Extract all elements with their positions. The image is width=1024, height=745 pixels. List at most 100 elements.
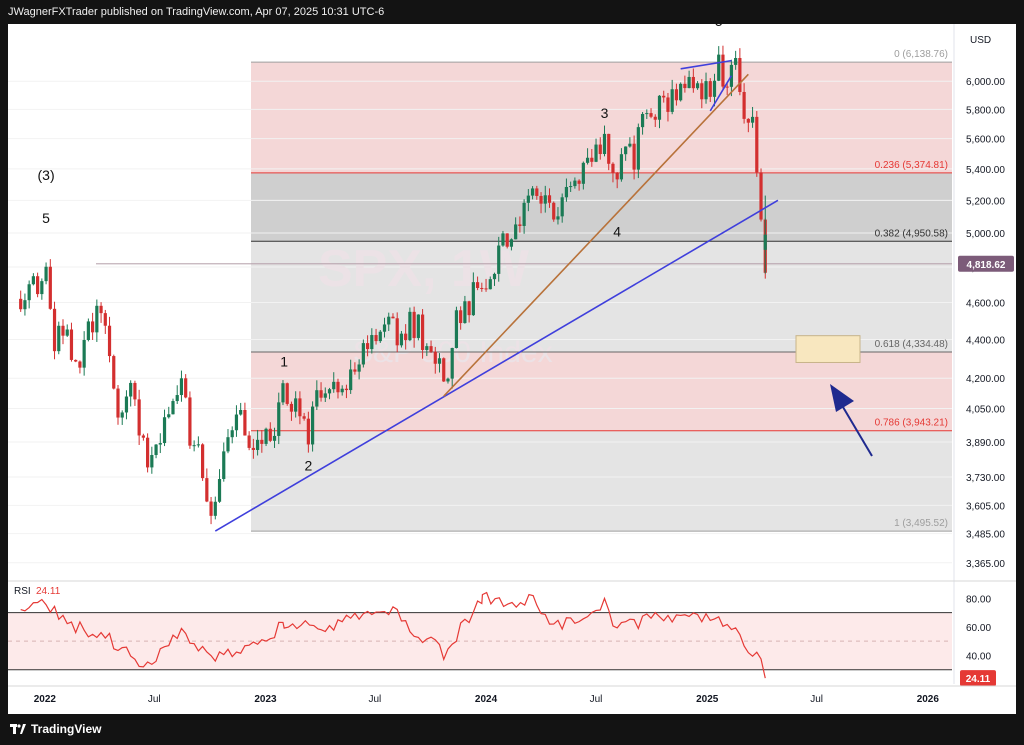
candle (285, 382, 289, 406)
rsi-tick-1: 60.00 (966, 623, 991, 634)
candle (95, 299, 99, 342)
time-tick-7: Jul (810, 694, 823, 705)
candle (734, 50, 738, 70)
candle (365, 335, 370, 357)
candle-body (721, 54, 725, 87)
candle-body (294, 398, 298, 412)
candle (327, 387, 332, 400)
publish-header: JWagnerFXTrader published on TradingView… (8, 6, 385, 18)
candle (459, 306, 463, 330)
candle (353, 362, 357, 375)
candle-body (598, 144, 602, 155)
fib-zone-2 (251, 241, 952, 352)
candle (662, 90, 666, 103)
candle-body (349, 369, 353, 391)
candle (179, 370, 184, 402)
candle (323, 387, 327, 403)
candle (497, 236, 501, 282)
wave-label-1: 5 (42, 210, 50, 226)
candle (120, 410, 124, 425)
candle-body (251, 447, 255, 450)
candle (602, 125, 607, 157)
candle-body (526, 195, 530, 203)
candle (636, 123, 640, 179)
candle (750, 106, 755, 128)
candle-body (243, 409, 247, 436)
candle-body (255, 439, 260, 450)
candle-body (763, 234, 767, 250)
candle-body (382, 324, 387, 332)
candle-body (44, 266, 48, 282)
rsi-value-badge-bg (960, 670, 996, 687)
candle (107, 316, 112, 363)
candle (27, 280, 31, 309)
candle-body (556, 216, 560, 220)
candle (564, 178, 569, 202)
candle (31, 273, 35, 286)
candle-body (543, 195, 547, 204)
candle (137, 389, 141, 445)
candle-body (234, 414, 239, 431)
drawings-layer (214, 59, 873, 532)
candle (44, 262, 48, 285)
candle (467, 300, 471, 323)
candle (277, 392, 281, 445)
currency-button[interactable] (958, 26, 998, 52)
candle (61, 319, 65, 345)
candle-body (649, 113, 653, 117)
candle-body (86, 321, 90, 341)
candle-body (65, 329, 69, 336)
wave-label-5: 4 (613, 223, 621, 239)
candle (226, 429, 230, 454)
candle (404, 324, 408, 350)
wave-label-3: 2 (304, 457, 312, 473)
candle (488, 276, 492, 290)
candle (450, 347, 454, 389)
candle (530, 186, 535, 200)
fib-background-layer (251, 62, 952, 532)
candle (687, 70, 691, 89)
time-tick-8: 2026 (917, 694, 940, 705)
time-tick-2: 2023 (254, 694, 277, 705)
candle (40, 278, 44, 300)
price-chart-svg[interactable]: SPX, 1W S&P 500 Index 0 (6,138.76)0.236 … (8, 13, 1016, 714)
candle-body (69, 329, 74, 360)
chart-panel[interactable]: SPX, 1W S&P 500 Index 0 (6,138.76) 0.236 … (8, 13, 1016, 714)
candle-body (564, 186, 569, 198)
candle (615, 171, 619, 189)
candle (302, 412, 306, 421)
candle-body (594, 144, 598, 162)
price-tick-9: 4,200.00 (966, 374, 1005, 385)
candle-body (742, 91, 746, 119)
candle (112, 354, 116, 390)
candle-body (289, 403, 294, 412)
candle-body (708, 81, 712, 97)
candle-body (505, 233, 509, 247)
footer-brand[interactable]: TradingView (10, 722, 101, 736)
candle-body (336, 381, 340, 393)
candle (150, 446, 154, 474)
candle-body (91, 321, 95, 333)
candle (471, 272, 475, 316)
candle-body (361, 343, 365, 365)
candle-body (471, 282, 475, 316)
candle-body (112, 356, 116, 389)
rsi-value: 24.11 (36, 586, 61, 597)
candle-body (19, 298, 23, 310)
fib-label-0.786: 0.786 (3,943.21) (875, 418, 948, 429)
candle (547, 188, 552, 208)
candle (712, 73, 717, 107)
candle-body (120, 412, 124, 418)
candle (74, 359, 78, 363)
candle-body (657, 95, 662, 120)
candle (184, 374, 188, 399)
candle (192, 440, 196, 452)
candle-body (103, 313, 107, 326)
candle (492, 272, 497, 286)
candle-body (226, 437, 230, 452)
candle (294, 391, 298, 418)
wave-label-6: 5 (715, 24, 723, 29)
candle-body (420, 314, 425, 350)
price-axis-layer: 6,000.00 5,800.00 5,600.00 5,400.00 5,200.00… (953, 24, 1016, 714)
candle (653, 114, 657, 128)
